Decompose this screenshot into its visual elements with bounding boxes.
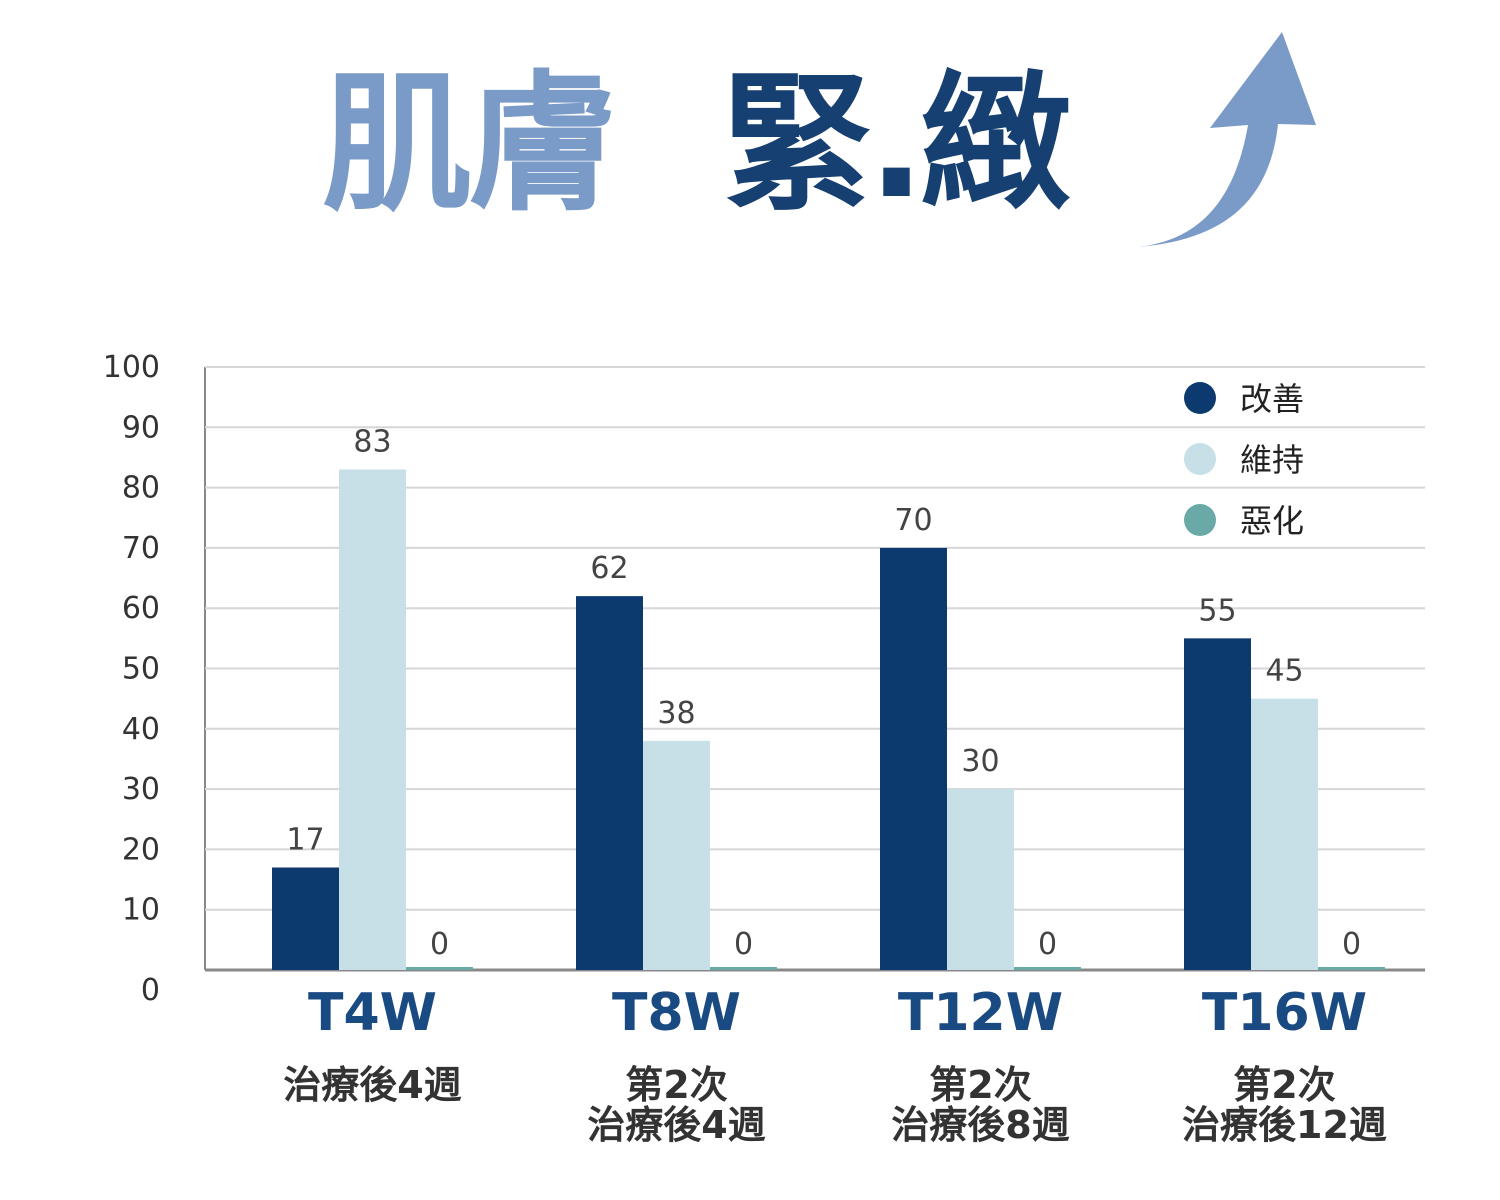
bar	[1014, 967, 1081, 970]
category-label: T12W	[898, 983, 1063, 1043]
legend-label: 維持	[1240, 441, 1304, 479]
up-swoosh-arrow-icon	[1138, 32, 1316, 247]
y-tick-label: 100	[103, 350, 160, 385]
category-subtitle: 第2次	[625, 1063, 727, 1107]
legend-marker	[1184, 443, 1216, 475]
data-label: 62	[590, 551, 628, 586]
bar	[880, 547, 947, 970]
category-subtitle: 治療後4週	[587, 1103, 765, 1147]
data-label: 0	[1342, 927, 1361, 962]
x-axis-categories: T4W治療後4週T8W第2次治療後4週T12W第2次治療後8週T16W第2次治療…	[283, 983, 1387, 1147]
data-label: 83	[353, 425, 391, 460]
data-label: 0	[430, 927, 449, 962]
legend-label: 惡化	[1240, 502, 1304, 540]
category-subtitle: 治療後8週	[891, 1103, 1069, 1147]
bar	[406, 967, 473, 970]
legend-marker	[1184, 382, 1216, 414]
bar	[1251, 698, 1318, 970]
data-label: 38	[657, 696, 695, 731]
data-label: 45	[1265, 654, 1303, 689]
y-tick-label: 50	[122, 652, 160, 687]
data-label: 17	[286, 822, 324, 857]
title-part-2: 緊.緻	[722, 58, 1071, 232]
y-tick-label: 70	[122, 531, 160, 566]
category-subtitle: 第2次	[929, 1063, 1031, 1107]
bar	[576, 596, 643, 970]
data-label: 0	[734, 927, 753, 962]
data-label: 0	[1038, 927, 1057, 962]
y-tick-label: 90	[122, 410, 160, 445]
category-label: T8W	[612, 983, 741, 1043]
y-tick-label: 10	[122, 893, 160, 928]
bars	[272, 469, 1385, 970]
bar	[339, 469, 406, 970]
data-label: 55	[1198, 593, 1236, 628]
y-tick-label: 0	[141, 973, 160, 1008]
category-subtitle: 治療後4週	[283, 1063, 461, 1107]
y-tick-label: 80	[122, 471, 160, 506]
y-tick-label: 30	[122, 772, 160, 807]
y-tick-label: 40	[122, 712, 160, 747]
y-tick-label: 60	[122, 591, 160, 626]
category-label: T4W	[308, 983, 437, 1043]
category-label: T16W	[1202, 983, 1367, 1043]
category-subtitle: 第2次	[1233, 1063, 1335, 1107]
data-label: 70	[894, 503, 932, 538]
legend-marker	[1184, 504, 1216, 536]
bar	[947, 789, 1014, 970]
bar	[1184, 638, 1251, 970]
y-axis-ticks: 0 10 20 30 40 50 60 70 80 90 100	[103, 350, 160, 1008]
bar	[643, 740, 710, 970]
category-subtitle: 治療後12週	[1182, 1103, 1387, 1147]
y-tick-label: 20	[122, 832, 160, 867]
title-part-1: 肌膚	[322, 58, 618, 232]
bar	[710, 967, 777, 970]
chart-title: 肌膚 緊.緻	[0, 30, 1500, 280]
legend-label: 改善	[1240, 380, 1304, 418]
bar	[1318, 967, 1385, 970]
bar	[272, 867, 339, 970]
data-labels: 17 83 0 62 38 0 70 30 0 55 45 0	[286, 425, 1361, 962]
data-label: 30	[961, 744, 999, 779]
